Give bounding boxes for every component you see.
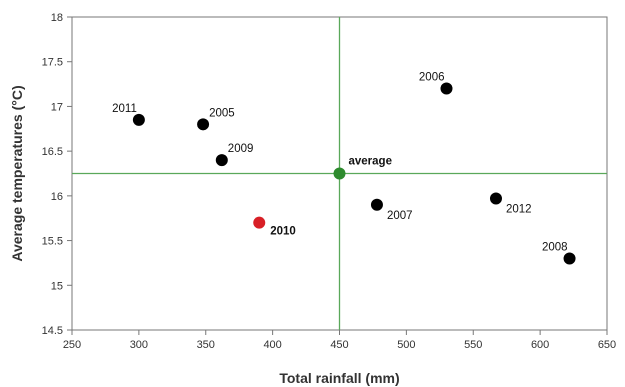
point-2009 — [215, 154, 228, 167]
point-label-2006: 2006 — [419, 72, 445, 84]
x-tick-label: 350 — [197, 339, 215, 351]
x-tick-label: 550 — [464, 339, 482, 351]
x-tick-label: 400 — [263, 339, 281, 351]
x-tick-label: 250 — [63, 339, 81, 351]
x-tick-label: 600 — [531, 339, 549, 351]
x-tick-label: 500 — [397, 339, 415, 351]
y-tick-label: 16 — [51, 191, 63, 203]
point-label-2012: 2012 — [506, 204, 532, 216]
x-tick-label: 300 — [130, 339, 148, 351]
y-tick-label: 14.5 — [42, 325, 63, 337]
point-2012 — [489, 192, 502, 205]
y-tick-label: 15.5 — [42, 236, 63, 248]
point-2006 — [440, 82, 453, 95]
point-2011 — [132, 113, 145, 126]
point-2008 — [563, 252, 576, 265]
point-label-2005: 2005 — [209, 107, 235, 119]
data-points: 2011 2005 2009 2010 average 2007 2006 2012 2008 — [112, 72, 576, 265]
y-tick-label: 15 — [51, 280, 63, 292]
y-axis-title: Average temperatures (°C) — [9, 85, 25, 261]
x-tick-label: 450 — [330, 339, 348, 351]
point-label-2011: 2011 — [112, 103, 137, 115]
point-2010 — [253, 216, 266, 229]
y-tick-label: 16.5 — [42, 146, 63, 158]
y-tick-label: 18 — [51, 12, 63, 24]
point-2007 — [370, 198, 383, 211]
x-axis-title: Total rainfall (mm) — [279, 370, 399, 386]
point-label-2008: 2008 — [542, 241, 568, 253]
x-tick-label: 650 — [598, 339, 616, 351]
point-label-2009: 2009 — [228, 143, 254, 155]
point-label-2007: 2007 — [387, 210, 413, 222]
point-label-2010: 2010 — [270, 226, 296, 238]
point-2005 — [197, 118, 210, 131]
point-average — [333, 167, 346, 180]
y-tick-label: 17.5 — [42, 57, 63, 69]
y-tick-label: 17 — [51, 101, 63, 113]
axes: 250 300 350 400 450 500 550 600 650 14.5 15 15.5 16 1… — [42, 12, 617, 351]
point-label-average: average — [349, 156, 392, 168]
